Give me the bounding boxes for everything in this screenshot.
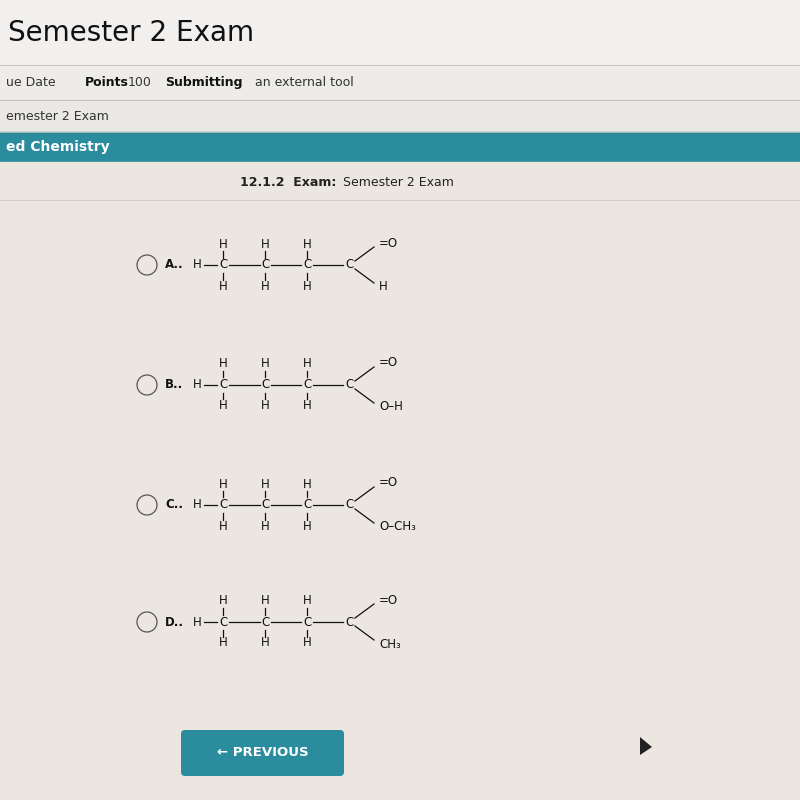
- Text: C: C: [261, 615, 269, 629]
- Text: C: C: [219, 615, 227, 629]
- Text: ue Date: ue Date: [6, 76, 56, 89]
- Text: 100: 100: [128, 76, 152, 89]
- Text: H: H: [302, 358, 311, 370]
- Text: H: H: [218, 594, 227, 607]
- Text: H: H: [261, 478, 270, 490]
- Text: H: H: [302, 238, 311, 250]
- Text: C: C: [303, 615, 311, 629]
- Bar: [0, 0, 800, 65]
- Text: H: H: [261, 519, 270, 533]
- Text: H: H: [261, 637, 270, 650]
- Bar: [0, 162, 800, 800]
- FancyBboxPatch shape: [181, 730, 344, 776]
- Text: Semester 2 Exam: Semester 2 Exam: [335, 175, 454, 189]
- Text: H: H: [302, 399, 311, 413]
- Text: C: C: [345, 498, 353, 511]
- Bar: [0, 65, 800, 100]
- Text: ← PREVIOUS: ← PREVIOUS: [217, 746, 308, 759]
- Bar: [0, 100, 800, 132]
- Text: H: H: [218, 279, 227, 293]
- Text: =O: =O: [379, 594, 398, 606]
- Text: C: C: [261, 498, 269, 511]
- Text: O–H: O–H: [379, 401, 403, 414]
- Text: CH₃: CH₃: [379, 638, 401, 650]
- Text: H: H: [218, 478, 227, 490]
- Text: H: H: [261, 594, 270, 607]
- Text: C: C: [303, 498, 311, 511]
- Text: H: H: [218, 637, 227, 650]
- Bar: [0, 132, 800, 162]
- Text: D..: D..: [165, 615, 184, 629]
- Text: H: H: [218, 358, 227, 370]
- Text: H: H: [193, 615, 202, 629]
- Text: =O: =O: [379, 477, 398, 490]
- Text: C: C: [261, 258, 269, 271]
- Text: H: H: [218, 238, 227, 250]
- Text: H: H: [261, 238, 270, 250]
- Text: C..: C..: [165, 498, 183, 511]
- Text: ed Chemistry: ed Chemistry: [6, 140, 110, 154]
- Text: 12.1.2  Exam:: 12.1.2 Exam:: [240, 175, 336, 189]
- Text: C: C: [219, 258, 227, 271]
- Text: C: C: [345, 258, 353, 271]
- Text: C: C: [219, 498, 227, 511]
- Text: A..: A..: [165, 258, 184, 271]
- Text: C: C: [345, 615, 353, 629]
- Text: an external tool: an external tool: [255, 76, 354, 89]
- Text: C: C: [261, 378, 269, 391]
- Text: =O: =O: [379, 357, 398, 370]
- Text: H: H: [193, 258, 202, 271]
- Text: H: H: [261, 358, 270, 370]
- Text: Points: Points: [85, 76, 129, 89]
- Text: H: H: [261, 279, 270, 293]
- Text: H: H: [302, 594, 311, 607]
- Text: B..: B..: [165, 378, 183, 391]
- Text: C: C: [345, 378, 353, 391]
- Text: H: H: [302, 637, 311, 650]
- Text: Submitting: Submitting: [165, 76, 242, 89]
- Text: =O: =O: [379, 237, 398, 250]
- Text: H: H: [302, 279, 311, 293]
- Text: H: H: [193, 378, 202, 391]
- Text: H: H: [218, 519, 227, 533]
- Text: C: C: [303, 258, 311, 271]
- Text: O–CH₃: O–CH₃: [379, 521, 416, 534]
- Text: H: H: [261, 399, 270, 413]
- Text: C: C: [219, 378, 227, 391]
- Text: H: H: [193, 498, 202, 511]
- Polygon shape: [640, 737, 652, 755]
- Text: emester 2 Exam: emester 2 Exam: [6, 110, 109, 122]
- Text: H: H: [302, 478, 311, 490]
- Text: H: H: [218, 399, 227, 413]
- Text: Semester 2 Exam: Semester 2 Exam: [8, 19, 254, 47]
- Text: H: H: [302, 519, 311, 533]
- Text: H: H: [379, 281, 388, 294]
- Text: C: C: [303, 378, 311, 391]
